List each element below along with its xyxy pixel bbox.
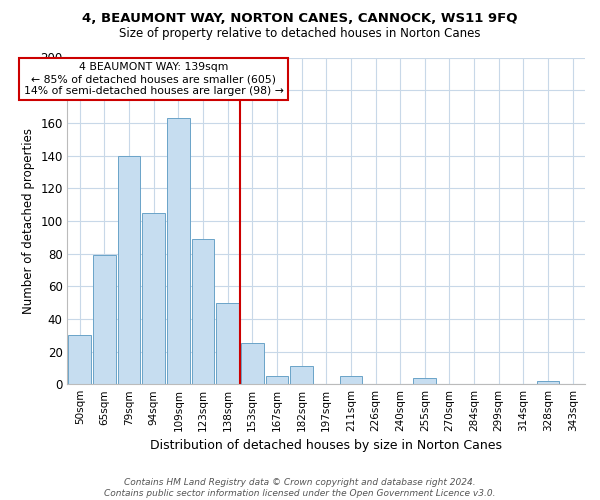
Bar [93, 255, 116, 384]
Bar [241, 344, 263, 384]
Bar [216, 302, 239, 384]
Bar [118, 156, 140, 384]
Text: Size of property relative to detached houses in Norton Canes: Size of property relative to detached ho… [119, 28, 481, 40]
Bar [142, 212, 165, 384]
Bar [340, 376, 362, 384]
Bar [68, 335, 91, 384]
Bar [266, 376, 288, 384]
Text: Contains HM Land Registry data © Crown copyright and database right 2024.
Contai: Contains HM Land Registry data © Crown c… [104, 478, 496, 498]
Text: 4 BEAUMONT WAY: 139sqm
← 85% of detached houses are smaller (605)
14% of semi-de: 4 BEAUMONT WAY: 139sqm ← 85% of detached… [24, 62, 284, 96]
Bar [290, 366, 313, 384]
Text: 4, BEAUMONT WAY, NORTON CANES, CANNOCK, WS11 9FQ: 4, BEAUMONT WAY, NORTON CANES, CANNOCK, … [82, 12, 518, 26]
Bar [536, 381, 559, 384]
Y-axis label: Number of detached properties: Number of detached properties [22, 128, 35, 314]
Bar [191, 239, 214, 384]
Bar [167, 118, 190, 384]
X-axis label: Distribution of detached houses by size in Norton Canes: Distribution of detached houses by size … [150, 440, 502, 452]
Bar [413, 378, 436, 384]
